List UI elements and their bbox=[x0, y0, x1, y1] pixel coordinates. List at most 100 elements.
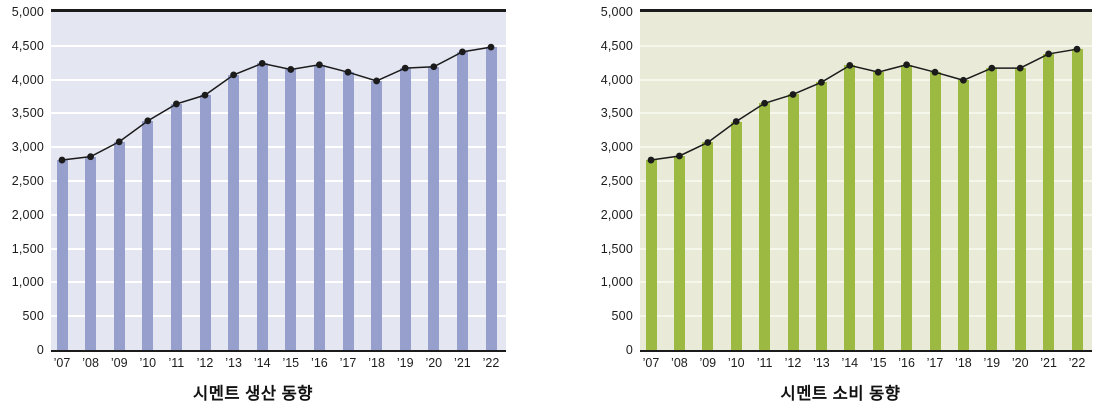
bar-17 bbox=[929, 72, 941, 350]
gridline bbox=[51, 281, 506, 284]
y-axis-tick-label: 4,000 bbox=[11, 72, 44, 87]
bar-14 bbox=[844, 65, 856, 350]
bar-22 bbox=[485, 47, 497, 350]
x-axis-tick-label: ’15 bbox=[869, 356, 887, 370]
y-axis-tick-label: 500 bbox=[22, 309, 44, 324]
y-axis-tick-label: 4,500 bbox=[600, 38, 633, 53]
x-axis-tick-label: ’10 bbox=[139, 356, 157, 370]
gridline bbox=[51, 247, 506, 250]
x-axis-tick-label: ’16 bbox=[898, 356, 915, 370]
y-axis-tick-label: 5,000 bbox=[600, 5, 633, 19]
x-axis-tick-label: ’18 bbox=[368, 356, 385, 370]
x-axis-tick-label: ’17 bbox=[339, 356, 357, 370]
x-axis-tick-label: ’11 bbox=[168, 356, 185, 370]
bar-10 bbox=[730, 121, 742, 350]
bar-19 bbox=[986, 68, 998, 350]
x-axis-tick-label: ’12 bbox=[196, 356, 214, 370]
x-axis-tick-label: ’19 bbox=[396, 356, 414, 370]
gridline bbox=[51, 44, 506, 47]
bar-15 bbox=[872, 72, 884, 350]
x-axis-tick-label: ’21 bbox=[454, 356, 471, 370]
bar-07 bbox=[645, 160, 657, 350]
bar-15 bbox=[285, 69, 297, 350]
production-plot-row: 5,000 4,500 4,000 3,500 3,000 2,500 2,000 1,500… bbox=[0, 5, 506, 357]
bar-11 bbox=[759, 103, 771, 350]
consumption-chart-title: 시멘트 소비 동향 bbox=[780, 385, 901, 403]
y-axis-tick-label: 1,500 bbox=[11, 241, 44, 256]
cement-consumption-chart: 5,000 4,500 4,000 3,500 3,000 2,500 2,000 1,500… bbox=[589, 5, 1092, 404]
bar-16 bbox=[901, 64, 913, 350]
x-axis-tick-label: ’22 bbox=[1068, 356, 1086, 370]
bar-20 bbox=[1014, 68, 1026, 350]
bar-08 bbox=[673, 156, 685, 350]
y-axis-tick-label: 4,000 bbox=[600, 72, 633, 87]
bar-18 bbox=[371, 80, 383, 350]
y-axis-tick-label: 3,500 bbox=[600, 106, 633, 121]
y-axis-tick-label: 2,000 bbox=[600, 207, 633, 222]
bar-16 bbox=[313, 64, 325, 350]
gridline bbox=[640, 180, 1092, 182]
x-axis-tick-label: ’21 bbox=[1040, 356, 1057, 370]
x-axis-tick-label: ’07 bbox=[642, 356, 660, 370]
bar-09 bbox=[113, 141, 125, 350]
x-axis-tick-label: ’09 bbox=[110, 356, 128, 370]
x-axis-tick-label: ’22 bbox=[482, 356, 500, 370]
bar-21 bbox=[456, 51, 468, 350]
bar-20 bbox=[428, 66, 440, 350]
production-y-axis-labels: 5,000 4,500 4,000 3,500 3,000 2,500 2,000 1,500… bbox=[0, 5, 51, 357]
y-axis-tick-label: 2,000 bbox=[11, 207, 44, 222]
bar-13 bbox=[815, 82, 827, 350]
cement-production-chart: 5,000 4,500 4,000 3,500 3,000 2,500 2,000 1,500… bbox=[0, 5, 506, 404]
bar-09 bbox=[702, 142, 714, 350]
x-axis-tick-label: ’19 bbox=[983, 356, 1001, 370]
y-axis-tick-label: 0 bbox=[36, 343, 44, 357]
gridline bbox=[640, 315, 1092, 318]
bar-12 bbox=[199, 95, 211, 350]
x-axis-tick-label: ’10 bbox=[727, 356, 745, 370]
gridline bbox=[51, 315, 506, 318]
production-y-axis: 5,000 4,500 4,000 3,500 3,000 2,500 2,000 1,500… bbox=[0, 5, 51, 357]
x-axis-tick-label: ’13 bbox=[225, 356, 242, 370]
gridline bbox=[640, 213, 1092, 216]
production-chart-title: 시멘트 생산 동향 bbox=[193, 385, 313, 403]
bar-08 bbox=[85, 156, 97, 350]
consumption-x-axis: ’07 ’08 ’09 ’10 ’11 ’12 ’13 ’14 ’15 ’16 ’17 ’18 ’19 ’… bbox=[640, 352, 1092, 373]
y-axis-tick-label: 3,000 bbox=[600, 140, 633, 155]
y-axis-tick-label: 3,000 bbox=[11, 140, 44, 155]
y-axis-tick-label: 1,500 bbox=[600, 241, 633, 256]
x-axis-tick-label: ’13 bbox=[813, 356, 830, 370]
x-axis-tick-label: ’17 bbox=[926, 356, 944, 370]
bar-18 bbox=[957, 80, 969, 350]
y-axis-tick-label: 3,500 bbox=[11, 106, 44, 121]
x-axis-tick-label: ’11 bbox=[756, 356, 773, 370]
bar-10 bbox=[142, 120, 154, 350]
x-axis-tick-label: ’08 bbox=[671, 356, 688, 370]
x-axis-tick-label: ’08 bbox=[82, 356, 99, 370]
gridline bbox=[640, 281, 1092, 284]
x-axis-tick-label: ’18 bbox=[955, 356, 972, 370]
x-axis-tick-label: ’14 bbox=[253, 356, 271, 370]
gridline bbox=[51, 213, 506, 216]
y-axis-tick-label: 0 bbox=[625, 343, 633, 357]
y-axis-tick-label: 500 bbox=[611, 309, 633, 324]
bar-14 bbox=[256, 63, 268, 350]
x-axis-tick-label: ’07 bbox=[53, 356, 71, 370]
y-axis-tick-label: 4,500 bbox=[11, 38, 44, 53]
x-axis-tick-label: ’15 bbox=[282, 356, 300, 370]
x-axis-tick-label: ’20 bbox=[1011, 356, 1029, 370]
y-axis-tick-label: 1,000 bbox=[600, 275, 633, 290]
consumption-y-axis-labels: 5,000 4,500 4,000 3,500 3,000 2,500 2,000 1,500… bbox=[589, 5, 640, 357]
production-x-axis: ’07 ’08 ’09 ’10 ’11 ’12 ’13 ’14 ’15 ’16 ’17 ’18 ’19 ’… bbox=[51, 352, 506, 373]
bar-07 bbox=[56, 160, 68, 350]
x-axis-tick-label: ’12 bbox=[784, 356, 802, 370]
bar-12 bbox=[787, 94, 799, 350]
bar-21 bbox=[1043, 53, 1055, 350]
x-axis-tick-label: ’20 bbox=[425, 356, 443, 370]
gridline bbox=[640, 44, 1092, 47]
production-plot-area bbox=[51, 9, 506, 352]
gridline bbox=[640, 247, 1092, 250]
bar-13 bbox=[228, 74, 240, 350]
x-axis-tick-label: ’09 bbox=[699, 356, 717, 370]
gridline bbox=[51, 180, 506, 182]
